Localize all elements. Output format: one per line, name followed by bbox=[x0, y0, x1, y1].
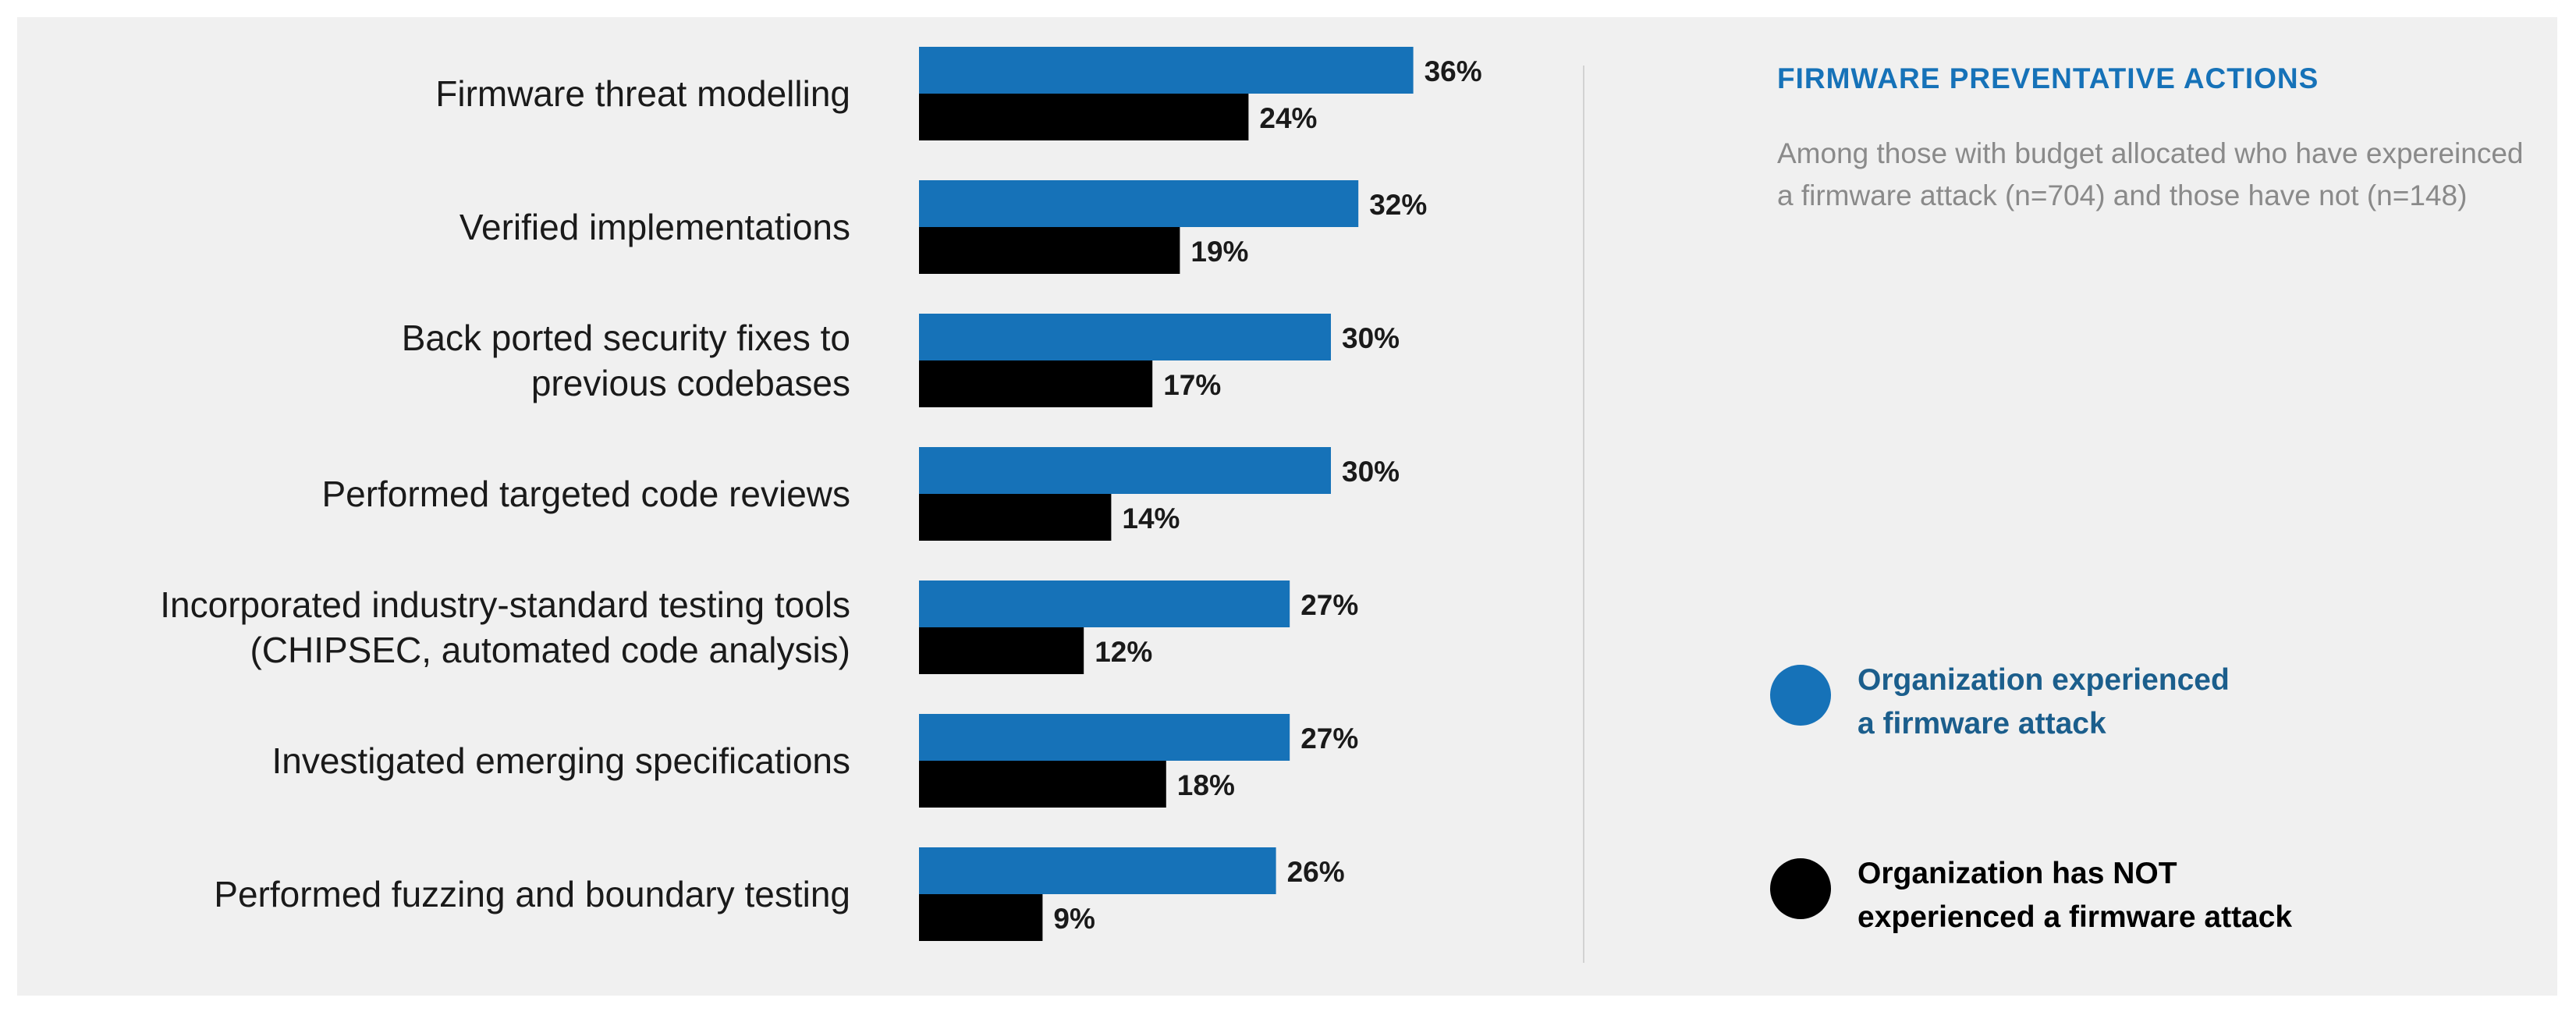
bar-not-attacked-6 bbox=[919, 894, 1043, 941]
data-label-not-attacked-6: 9% bbox=[1053, 903, 1095, 935]
legend-swatch-attacked bbox=[1770, 665, 1831, 726]
data-label-not-attacked-2: 17% bbox=[1163, 369, 1221, 401]
data-label-not-attacked-3: 14% bbox=[1122, 502, 1180, 534]
data-label-not-attacked-1: 19% bbox=[1190, 236, 1248, 268]
data-label-attacked-0: 36% bbox=[1425, 55, 1482, 87]
bar-attacked-2 bbox=[919, 314, 1331, 360]
category-label-5: Investigated emerging specifications bbox=[271, 740, 850, 781]
category-label-2: Back ported security fixes to previous c… bbox=[401, 318, 850, 403]
bar-attacked-6 bbox=[919, 847, 1276, 894]
data-label-attacked-6: 26% bbox=[1287, 856, 1345, 888]
category-label-4: Incorporated industry-standard testing t… bbox=[160, 584, 850, 670]
legend-label-not-attacked: Organization has NOT experienced a firmw… bbox=[1857, 857, 2293, 934]
data-label-attacked-2: 30% bbox=[1342, 322, 1400, 354]
legend-swatch-not-attacked bbox=[1770, 858, 1831, 919]
bar-attacked-3 bbox=[919, 447, 1331, 494]
data-label-not-attacked-4: 12% bbox=[1095, 636, 1152, 668]
chart-panel: 36% 24% 32% 19% 30% 17% 30% 14% 27% 12% 27% 18% 26% 9… bbox=[17, 17, 2557, 996]
bar-not-attacked-5 bbox=[919, 761, 1166, 808]
category-label-0: Firmware threat modelling bbox=[435, 73, 850, 114]
divider-line bbox=[1583, 66, 1584, 963]
bar-not-attacked-2 bbox=[919, 360, 1153, 407]
category-label-6: Performed fuzzing and boundary testing bbox=[214, 874, 850, 914]
category-label-1: Verified implementations bbox=[459, 207, 850, 247]
data-label-attacked-5: 27% bbox=[1300, 723, 1358, 754]
data-label-attacked-3: 30% bbox=[1342, 456, 1400, 488]
data-label-attacked-4: 27% bbox=[1300, 589, 1358, 621]
legend-label-attacked: Organization experienced a firmware atta… bbox=[1857, 663, 2230, 740]
bar-attacked-1 bbox=[919, 180, 1359, 227]
chart-subtitle: Among those with budget allocated who ha… bbox=[1777, 137, 2524, 211]
data-label-not-attacked-5: 18% bbox=[1177, 769, 1235, 801]
bar-not-attacked-4 bbox=[919, 627, 1084, 674]
category-label-3: Performed targeted code reviews bbox=[321, 474, 850, 514]
chart-title: FIRMWARE PREVENTATIVE ACTIONS bbox=[1777, 62, 2319, 94]
bar-chart: 36% 24% 32% 19% 30% 17% 30% 14% 27% 12% 27% 18% 26% 9… bbox=[919, 47, 1482, 941]
data-label-not-attacked-0: 24% bbox=[1259, 102, 1317, 134]
bar-not-attacked-1 bbox=[919, 227, 1180, 274]
bar-attacked-4 bbox=[919, 581, 1290, 627]
bar-attacked-0 bbox=[919, 47, 1414, 94]
bar-not-attacked-3 bbox=[919, 494, 1112, 541]
bar-not-attacked-0 bbox=[919, 94, 1249, 140]
bar-attacked-5 bbox=[919, 714, 1290, 761]
data-label-attacked-1: 32% bbox=[1369, 189, 1427, 221]
